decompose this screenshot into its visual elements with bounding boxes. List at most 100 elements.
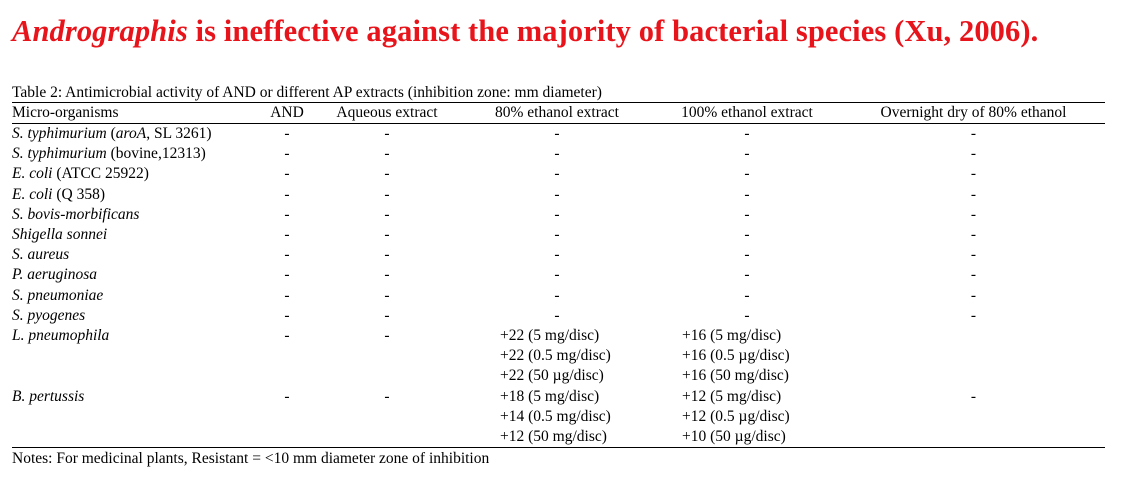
value-cell: - — [384, 266, 390, 284]
value-cell: - — [384, 326, 390, 344]
organism-cell: L. pneumophila — [12, 326, 262, 346]
table-row: +22 (0.5 mg/disc) +16 (0.5 µg/disc) — [12, 346, 1105, 366]
value-cell: - — [284, 326, 290, 344]
value-cell: +16 (5 mg/disc) — [682, 326, 782, 344]
value-cell: - — [284, 125, 290, 143]
value-cell: - — [554, 286, 560, 304]
value-cell: - — [970, 185, 977, 203]
value-cell: - — [284, 226, 290, 244]
header-cell: 100% ethanol extract — [652, 102, 842, 124]
header-cell: Overnight dry of 80% ethanol — [842, 102, 1105, 124]
title-genus: Andrographis — [12, 14, 188, 48]
value-cell: - — [554, 165, 560, 183]
organism-strain: (ATCC 25922) — [52, 165, 149, 183]
value-cell: - — [970, 387, 977, 405]
value-cell: +10 (50 µg/disc) — [682, 427, 786, 445]
organism-name: B. pertussis — [12, 387, 85, 405]
value-cell: - — [284, 266, 290, 284]
value-cell: - — [384, 286, 390, 304]
value-cell — [312, 407, 462, 427]
organism-cell: E. coli (Q 358) — [12, 185, 262, 205]
table-container: Table 2: Antimicrobial activity of AND o… — [12, 84, 1105, 468]
value-cell: +12 (5 mg/disc) — [682, 387, 782, 405]
table-row: P. aeruginosa - - - - - — [12, 265, 1105, 285]
value-cell: - — [554, 266, 560, 284]
value-cell — [262, 346, 312, 366]
value-cell: - — [554, 185, 560, 203]
header-cell: 80% ethanol extract — [462, 102, 652, 124]
value-cell — [262, 427, 312, 448]
value-cell: +22 (0.5 mg/disc) — [500, 347, 611, 365]
value-cell: - — [554, 145, 560, 163]
value-cell: - — [284, 185, 290, 203]
header-cell: AND — [262, 102, 312, 124]
value-cell — [312, 427, 462, 448]
organism-strain: (bovine,12313) — [106, 145, 206, 163]
table-row: S. pneumoniae - - - - - — [12, 286, 1105, 306]
table-body: S. typhimurium (aroA, SL 3261) - - - - - S. ty… — [12, 124, 1105, 448]
value-cell: - — [970, 306, 977, 324]
value-cell: - — [744, 266, 750, 284]
table-caption: Table 2: Antimicrobial activity of AND o… — [12, 84, 602, 101]
table-row: E. coli (ATCC 25922) - - - - - — [12, 164, 1105, 184]
value-cell: - — [384, 246, 390, 264]
value-cell: - — [384, 205, 390, 223]
value-cell: - — [744, 286, 750, 304]
value-cell: +12 (50 mg/disc) — [500, 427, 607, 445]
value-cell: - — [744, 226, 750, 244]
title-text: is ineffective against the majority of b… — [187, 14, 1039, 48]
value-cell: - — [970, 266, 977, 284]
value-cell: - — [970, 205, 977, 223]
header-cell: Micro-organisms — [12, 102, 262, 124]
organism-cell — [12, 407, 262, 427]
value-cell: +16 (0.5 µg/disc) — [682, 347, 790, 365]
organism-cell: S. typhimurium (aroA, SL 3261) — [12, 124, 262, 145]
organism-strain-gene: aroA — [115, 125, 147, 143]
value-cell: - — [384, 226, 390, 244]
value-cell: - — [744, 125, 750, 143]
value-cell — [312, 346, 462, 366]
table-row: S. typhimurium (aroA, SL 3261) - - - - - — [12, 124, 1105, 145]
value-cell: - — [384, 185, 390, 203]
value-cell: - — [970, 226, 977, 244]
table-row: S. typhimurium (bovine,12313) - - - - - — [12, 144, 1105, 164]
value-cell — [842, 346, 1105, 366]
value-cell — [842, 366, 1105, 386]
organism-strain: (Q 358) — [52, 185, 105, 203]
value-cell: - — [744, 205, 750, 223]
table-row: +14 (0.5 mg/disc) +12 (0.5 µg/disc) — [12, 407, 1105, 427]
value-cell: - — [284, 205, 290, 223]
organism-cell: S. typhimurium (bovine,12313) — [12, 144, 262, 164]
value-cell — [842, 407, 1105, 427]
organism-name: Shigella sonnei — [12, 226, 108, 244]
organism-strain: ( — [106, 125, 116, 143]
value-cell: - — [744, 306, 750, 324]
value-cell: - — [284, 145, 290, 163]
value-cell: - — [554, 246, 560, 264]
table-row: +12 (50 mg/disc) +10 (50 µg/disc) — [12, 427, 1105, 448]
value-cell: - — [970, 125, 977, 143]
organism-name: P. aeruginosa — [12, 266, 97, 284]
table-row: S. bovis-morbificans - - - - - — [12, 205, 1105, 225]
value-cell: - — [554, 205, 560, 223]
organism-name: E. coli — [12, 165, 53, 183]
table-row: L. pneumophila - - +22 (5 mg/disc) +16 (5 mg… — [12, 326, 1105, 346]
value-cell: - — [554, 125, 560, 143]
organism-cell: S. pneumoniae — [12, 286, 262, 306]
organism-cell: Shigella sonnei — [12, 225, 262, 245]
table-row: E. coli (Q 358) - - - - - — [12, 185, 1105, 205]
organism-name: S. typhimurium — [12, 145, 107, 163]
value-cell: - — [384, 387, 390, 405]
value-cell: - — [284, 246, 290, 264]
value-cell: - — [284, 165, 290, 183]
antimicrobial-table: Micro-organisms AND Aqueous extract 80% … — [12, 102, 1105, 448]
value-cell: +14 (0.5 mg/disc) — [500, 407, 611, 425]
organism-name: S. pneumoniae — [12, 286, 104, 304]
value-cell: - — [970, 165, 977, 183]
value-cell: - — [744, 165, 750, 183]
organism-name: L. pneumophila — [12, 326, 110, 344]
value-cell: - — [384, 125, 390, 143]
table-header: Micro-organisms AND Aqueous extract 80% … — [12, 102, 1105, 124]
table-row: B. pertussis - - +18 (5 mg/disc) +12 (5 mg/d… — [12, 386, 1105, 406]
organism-cell — [12, 427, 262, 448]
